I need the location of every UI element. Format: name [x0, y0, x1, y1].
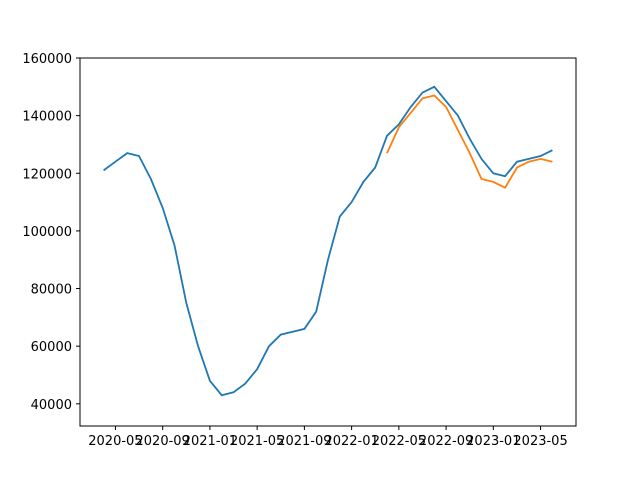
x-tick-label: 2021-01	[183, 434, 237, 449]
y-tick-label: 140000	[22, 110, 72, 125]
y-tick-label: 80000	[31, 283, 72, 298]
x-tick-label: 2021-09	[277, 434, 331, 449]
line-series	[386, 94, 553, 189]
x-tick-label: 2022-05	[372, 434, 426, 449]
y-tick-label: 120000	[22, 167, 72, 182]
x-tick-label: 2020-09	[136, 434, 190, 449]
x-tick-label: 2022-09	[419, 434, 473, 449]
axes-frame	[79, 57, 577, 427]
y-tick-label: 40000	[31, 398, 72, 413]
line-series	[103, 85, 553, 397]
x-tick-label: 2023-01	[466, 434, 520, 449]
x-tick-label: 2020-05	[88, 434, 142, 449]
y-tick-label: 60000	[31, 340, 72, 355]
y-tick-label: 100000	[22, 225, 72, 240]
x-tick-label: 2023-05	[513, 434, 567, 449]
x-tick-label: 2022-01	[324, 434, 378, 449]
x-tick-label: 2021-05	[230, 434, 284, 449]
y-tick-label: 160000	[22, 52, 72, 67]
